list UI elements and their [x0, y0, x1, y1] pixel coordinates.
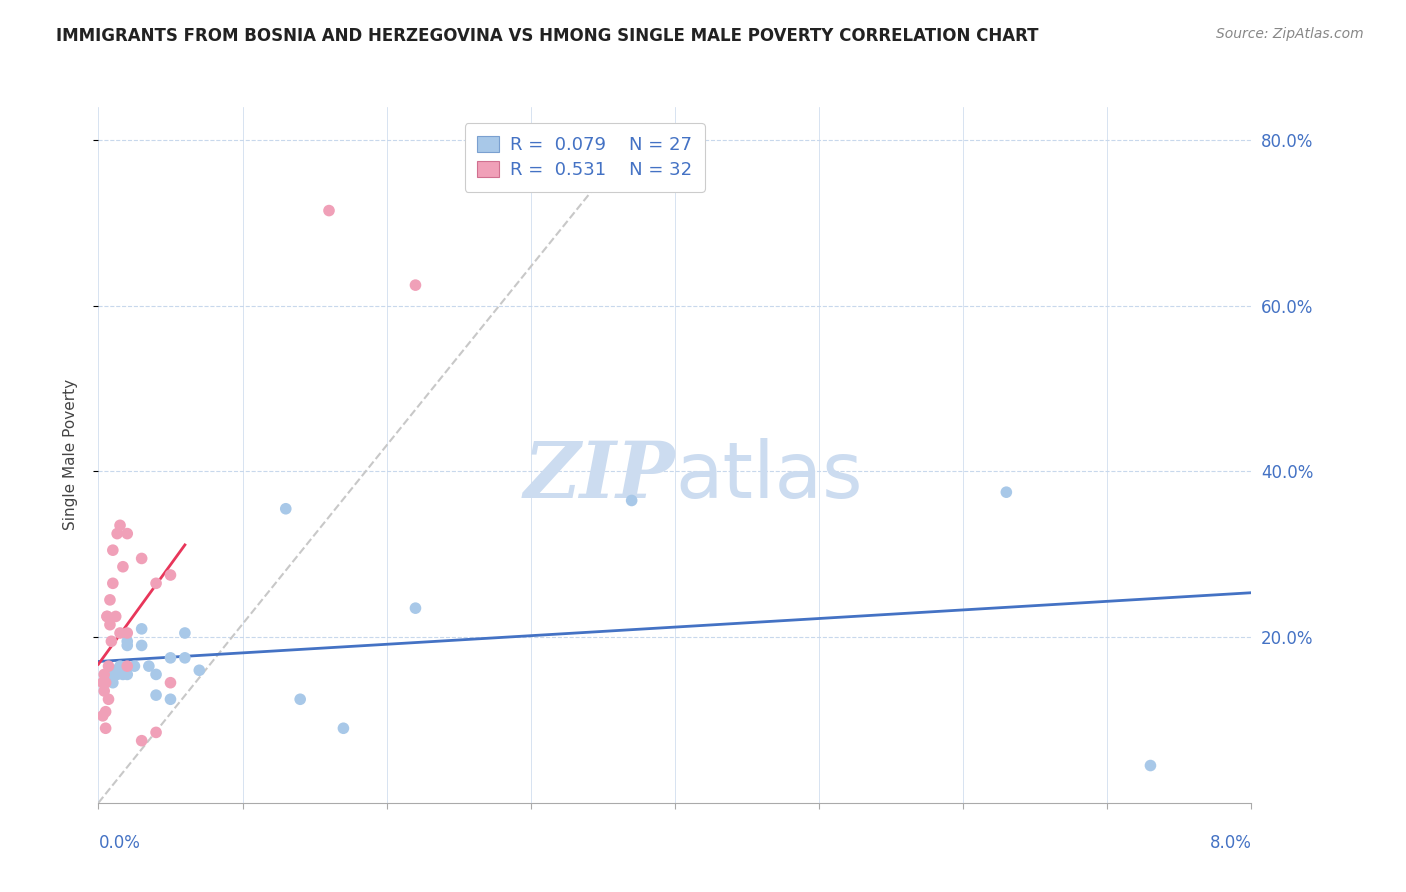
Point: [98, 667, 121, 681]
Point: [405, 601, 427, 615]
Point: [94, 721, 117, 735]
Point: [104, 609, 127, 624]
Point: [117, 639, 139, 653]
Point: [93, 667, 115, 681]
Point: [131, 622, 153, 636]
Point: [96, 609, 118, 624]
Point: [117, 526, 139, 541]
Text: atlas: atlas: [675, 438, 862, 514]
Point: [117, 634, 139, 648]
Point: [98, 617, 121, 632]
Point: [145, 576, 167, 591]
Point: [97, 659, 120, 673]
Point: [108, 626, 131, 640]
Point: [98, 592, 121, 607]
Point: [111, 667, 134, 681]
Point: [290, 692, 312, 706]
Point: [105, 526, 128, 541]
Point: [101, 675, 124, 690]
Point: [188, 663, 211, 677]
Point: [145, 667, 167, 681]
Point: [117, 667, 139, 681]
Point: [274, 501, 297, 516]
Point: [131, 551, 153, 566]
Point: [117, 626, 139, 640]
Point: [1139, 758, 1161, 772]
Point: [620, 493, 643, 508]
Point: [91, 675, 114, 690]
Point: [91, 708, 114, 723]
Point: [111, 559, 134, 574]
Point: [131, 733, 153, 747]
Point: [145, 725, 167, 739]
Point: [101, 576, 124, 591]
Point: [145, 688, 167, 702]
Point: [174, 651, 197, 665]
Point: [318, 203, 340, 218]
Point: [97, 692, 120, 706]
Point: [159, 675, 181, 690]
Point: [108, 518, 131, 533]
Point: [131, 639, 153, 653]
Point: [138, 659, 160, 673]
Point: [332, 721, 354, 735]
Point: [124, 659, 146, 673]
Text: Source: ZipAtlas.com: Source: ZipAtlas.com: [1216, 27, 1364, 41]
Text: IMMIGRANTS FROM BOSNIA AND HERZEGOVINA VS HMONG SINGLE MALE POVERTY CORRELATION : IMMIGRANTS FROM BOSNIA AND HERZEGOVINA V…: [56, 27, 1039, 45]
Text: 0.0%: 0.0%: [98, 834, 141, 852]
Point: [405, 278, 427, 293]
Point: [96, 609, 118, 624]
Text: 8.0%: 8.0%: [1209, 834, 1251, 852]
Point: [995, 485, 1018, 500]
Legend: R =  0.079    N = 27, R =  0.531    N = 32: R = 0.079 N = 27, R = 0.531 N = 32: [465, 123, 704, 192]
Point: [101, 543, 124, 558]
Point: [94, 675, 117, 690]
Point: [117, 659, 139, 673]
Point: [94, 705, 117, 719]
Point: [108, 659, 131, 673]
Point: [174, 626, 197, 640]
Point: [104, 663, 127, 677]
Point: [100, 634, 122, 648]
Point: [159, 692, 181, 706]
Y-axis label: Single Male Poverty: Single Male Poverty: [63, 379, 77, 531]
Text: ZIP: ZIP: [523, 438, 675, 514]
Point: [159, 651, 181, 665]
Point: [159, 568, 181, 582]
Point: [105, 667, 128, 681]
Point: [93, 684, 115, 698]
